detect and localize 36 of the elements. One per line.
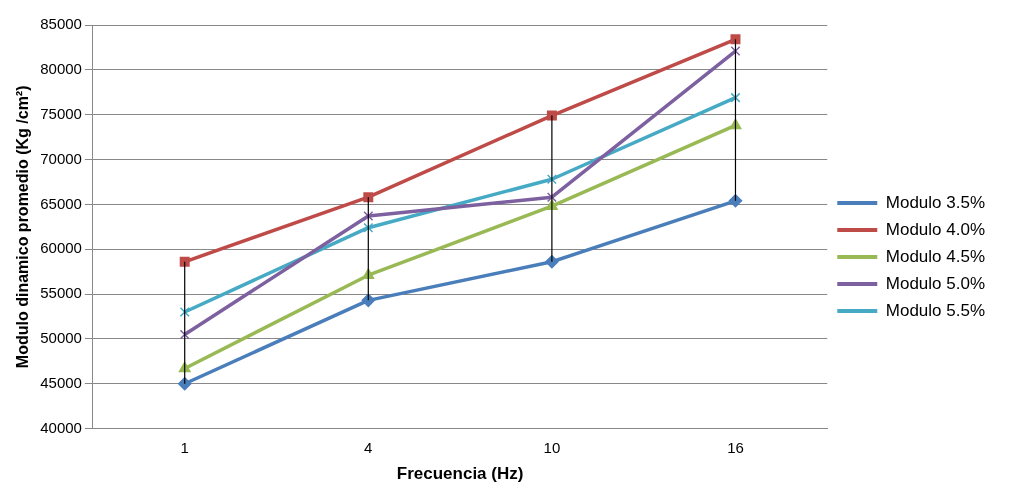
y-tick-label: 80000 — [40, 59, 82, 77]
y-axis-title: Modulo dinamico promedio (Kg /cm²) — [14, 85, 32, 369]
y-tick-label: 85000 — [40, 15, 82, 33]
y-tick-label: 70000 — [40, 149, 82, 167]
point — [728, 194, 743, 208]
x-tick-label: 10 — [543, 438, 561, 456]
point — [730, 46, 741, 56]
point — [546, 192, 557, 203]
legend-label: Modulo 3.5% — [885, 192, 986, 212]
point — [363, 222, 374, 233]
y-tick-label: 45000 — [40, 373, 82, 391]
point — [363, 211, 374, 222]
legend-label: Modulo 4.5% — [885, 246, 986, 266]
x-tick-label: 1 — [180, 438, 189, 456]
x-axis-title: Frecuencia (Hz) — [396, 464, 524, 484]
x-tick-label: 4 — [364, 438, 373, 456]
y-tick-label: 65000 — [40, 194, 82, 212]
y-tick-label: 40000 — [40, 418, 82, 436]
point — [730, 92, 741, 103]
point — [361, 293, 376, 308]
y-tick-label: 75000 — [40, 104, 82, 122]
point — [546, 174, 557, 185]
point — [730, 34, 741, 45]
y-tick-label: 60000 — [40, 239, 82, 257]
point — [179, 329, 190, 340]
y-tick-label: 55000 — [40, 284, 82, 302]
legend-label: Modulo 5.5% — [885, 300, 986, 320]
point — [363, 192, 374, 203]
point — [177, 377, 192, 391]
legend-label: Modulo 4.0% — [885, 219, 986, 239]
point — [179, 307, 190, 317]
x-tick-label: 16 — [727, 438, 744, 456]
point — [179, 256, 190, 267]
legend-label: Modulo 5.0% — [885, 273, 986, 293]
y-tick-label: 50000 — [40, 329, 82, 347]
point — [546, 110, 557, 121]
